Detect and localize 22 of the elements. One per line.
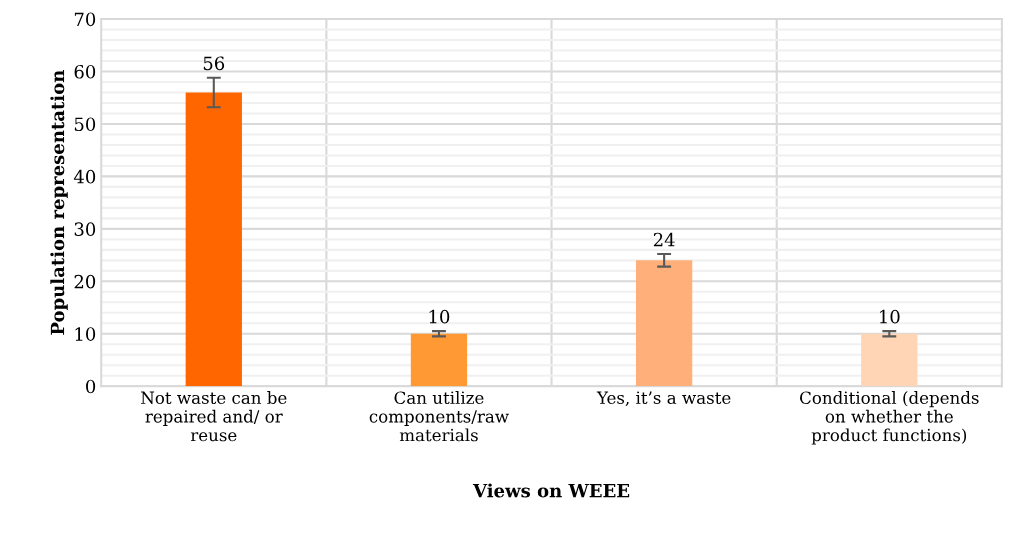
data-label: 10 (880, 309, 900, 324)
y-tick-label: 40 (73, 169, 96, 184)
y-tick-label: 50 (74, 117, 96, 132)
y-tick-label: 10 (75, 327, 96, 341)
y-axis-title: Population representation (50, 70, 68, 335)
y-tick-label: 30 (74, 222, 96, 236)
bar (635, 260, 693, 387)
x-tick-label: Can utilize components/raw materials (369, 391, 509, 442)
y-tick-label: 70 (74, 12, 96, 27)
x-tick-label: Yes, it’s a waste (596, 391, 731, 407)
bar (410, 333, 468, 387)
x-tick-label: Not waste can be repaired and/ or reuse (141, 391, 287, 442)
data-label: 10 (429, 309, 450, 324)
bar (185, 92, 242, 387)
data-label: 24 (653, 232, 675, 247)
x-axis-title: Views on WEEE (472, 483, 630, 498)
y-tick-label: 20 (74, 274, 96, 289)
data-label: 56 (203, 56, 225, 71)
y-tick-label: 60 (74, 64, 96, 79)
bar (861, 333, 918, 387)
x-tick-label: Conditional (depends on whether the product functions) (800, 391, 979, 445)
y-tick-label: 0 (86, 379, 96, 394)
